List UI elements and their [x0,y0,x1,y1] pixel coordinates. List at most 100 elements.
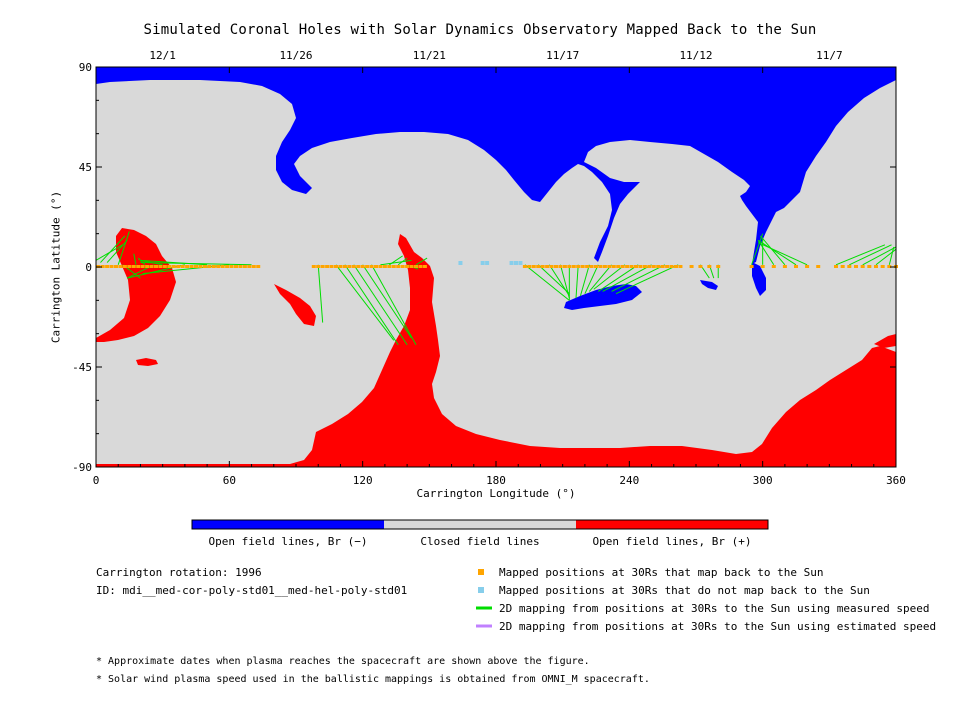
mapped-point [216,265,221,268]
mapped-point [325,265,330,268]
mapped-point [114,265,118,268]
mapped-point [860,265,865,268]
mapped-point [347,265,352,268]
mapped-point [418,265,423,268]
chart-title: Simulated Coronal Holes with Solar Dynam… [143,22,817,38]
mapping-line [371,264,417,346]
mapped-point [689,265,694,268]
mapped-point [422,265,427,268]
x-tick-label: 300 [753,474,773,487]
mapping-line [751,233,764,265]
mapped-point [234,265,238,268]
mapped-point [414,265,418,268]
mapping-line [537,264,570,295]
mapped-point [549,265,554,268]
date-tick-label: 11/17 [546,49,579,62]
mapped-point [256,265,261,268]
x-tick-label: 180 [486,474,506,487]
mapped-point [536,265,541,268]
unmapped-point [480,261,485,265]
mapped-point [225,265,230,268]
mapping-line [126,264,155,279]
mapping-line [317,264,324,323]
mapped-point [396,265,401,268]
mapped-point [229,265,234,268]
date-tick-label: 12/1 [149,49,176,62]
mapped-point [369,265,374,268]
mapped-point [122,265,127,268]
mapping-line [575,264,579,299]
mapped-point [180,265,185,268]
date-tick-label: 11/21 [413,49,446,62]
mapped-point [625,265,630,268]
mapped-point [154,265,158,268]
mapped-point [365,265,370,268]
mapped-point [531,265,536,268]
y-tick-label: 45 [79,161,92,174]
mapped-point [202,265,207,268]
east-positive-patch [874,334,896,348]
negative-hole-300 [752,262,766,296]
colorbar-label-closed: Closed field lines [420,535,540,548]
mapping-line [849,244,892,266]
map-regions [96,67,896,467]
mapped-point [660,265,665,268]
mid-negative-hole [700,280,718,290]
legend-mark-unmapped [478,587,484,593]
mapped-point [247,265,252,268]
colorbar-label-negative: Open field lines, Br (−) [208,535,368,548]
mapped-point [356,265,361,268]
mapped-point [585,265,590,268]
mapping-line [588,264,612,292]
mapped-point [834,265,838,268]
mapped-point [638,265,643,268]
mapped-point [647,265,652,268]
mapping-line [862,246,896,266]
mapped-point [567,265,572,268]
mapping-line [353,264,408,346]
mapped-point [540,265,545,268]
mapped-point [598,265,603,268]
mapped-point [816,265,821,268]
mapped-point [342,265,347,268]
mapped-point [867,265,872,268]
y-tick-label: -90 [72,461,92,474]
mapped-point [338,265,343,268]
mapped-point [149,265,154,268]
mapped-point [167,265,172,268]
mapping-line [380,259,412,266]
mapping-line [362,264,412,339]
mapped-point [771,265,776,268]
mapping-line [335,264,395,341]
mapped-point [316,265,321,268]
y-tick-label: 0 [85,261,92,274]
date-tick-label: 11/26 [279,49,312,62]
mapped-point [760,265,765,268]
mapped-point [794,265,798,268]
mapping-line [397,257,408,266]
mapping-line [137,257,146,266]
west-positive-hole [96,228,176,342]
colorbar-label-positive: Open field lines, Br (+) [592,535,752,548]
y-tick-label: 90 [79,61,92,74]
mapped-point [698,265,703,268]
mapping-line [760,235,786,266]
footnote-speed: * Solar wind plasma speed used in the ba… [96,674,650,685]
mapped-points [96,261,898,268]
unmapped-point [458,261,463,265]
mapped-point [576,265,581,268]
colorbar-negative [192,520,384,529]
mapping-line [344,264,399,346]
mapped-point [620,265,625,268]
mapped-point [118,265,123,268]
mapping-line [593,264,626,290]
x-tick-label: 60 [223,474,236,487]
model-id: ID: mdi__med-cor-poly-std01__med-hel-pol… [96,584,408,597]
mapped-point [669,265,674,268]
mapped-point [158,265,163,268]
mapping-line [584,264,599,294]
mapped-point [189,265,194,268]
mapped-point [251,265,256,268]
